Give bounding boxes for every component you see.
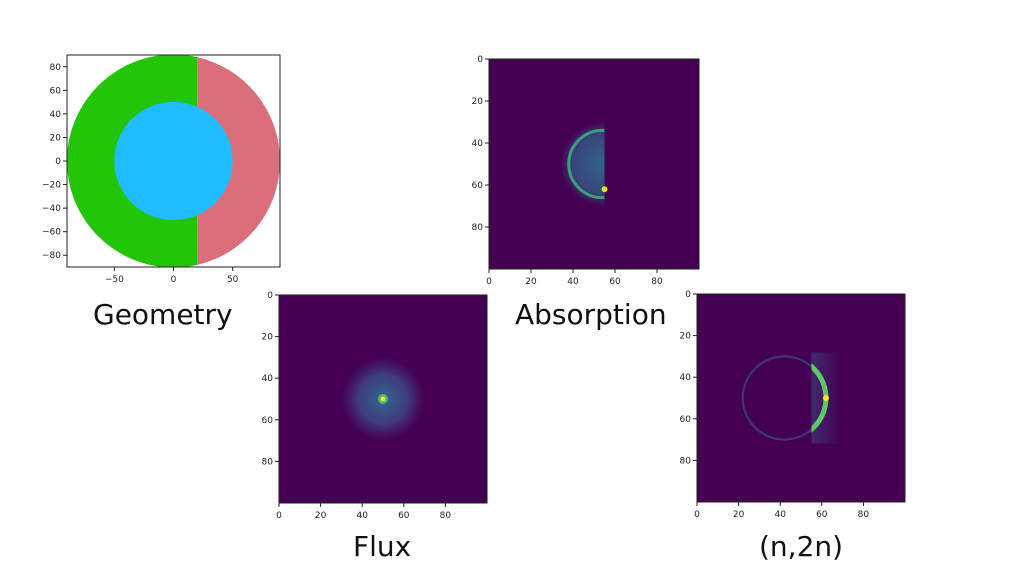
absorption-frame bbox=[488, 58, 700, 270]
x-tick-label: 0 bbox=[486, 277, 492, 287]
x-tick-label: 80 bbox=[440, 511, 452, 521]
x-tick-label: 40 bbox=[356, 511, 368, 521]
n2n-caption: (n,2n) bbox=[759, 530, 844, 563]
x-tick-label: 60 bbox=[816, 510, 828, 520]
x-tick-label: 40 bbox=[774, 510, 786, 520]
absorption-caption: Absorption bbox=[515, 298, 667, 331]
x-tick-label: 80 bbox=[651, 277, 663, 287]
absorption-hotspot bbox=[601, 186, 608, 193]
y-tick-label: 40 bbox=[472, 139, 484, 149]
x-tick-label: 20 bbox=[315, 511, 327, 521]
y-tick-label: 0 bbox=[55, 157, 61, 167]
x-tick-label: 0 bbox=[171, 275, 177, 285]
n2n-peak bbox=[822, 395, 829, 401]
y-tick-label: 0 bbox=[685, 290, 691, 300]
geometry-caption: Geometry bbox=[93, 298, 233, 331]
x-tick-label: 50 bbox=[227, 275, 239, 285]
y-tick-label: 40 bbox=[50, 110, 62, 120]
y-tick-label: −20 bbox=[42, 181, 61, 191]
x-tick-label: 80 bbox=[858, 510, 870, 520]
y-tick-label: 20 bbox=[262, 333, 274, 343]
y-tick-label: 20 bbox=[680, 332, 692, 342]
geometry-inner-region bbox=[114, 101, 233, 221]
y-tick-label: −80 bbox=[42, 251, 61, 261]
geometry-outer-right-region bbox=[197, 57, 280, 265]
y-tick-label: 0 bbox=[267, 291, 273, 301]
x-tick-label: −50 bbox=[105, 275, 124, 285]
n2n-frame bbox=[696, 293, 906, 503]
x-tick-label: 20 bbox=[733, 510, 745, 520]
y-tick-label: 60 bbox=[680, 415, 692, 425]
y-tick-label: 80 bbox=[50, 63, 62, 73]
y-tick-label: −60 bbox=[42, 228, 61, 238]
y-tick-label: 60 bbox=[472, 181, 484, 191]
y-tick-label: 0 bbox=[477, 55, 483, 65]
y-tick-label: 80 bbox=[680, 456, 692, 466]
x-tick-label: 60 bbox=[398, 511, 410, 521]
x-tick-label: 60 bbox=[609, 277, 621, 287]
x-tick-label: 20 bbox=[525, 277, 537, 287]
n2n-background bbox=[697, 294, 905, 502]
y-tick-label: 80 bbox=[472, 223, 484, 233]
y-tick-label: 60 bbox=[262, 416, 274, 426]
y-tick-label: 40 bbox=[262, 374, 274, 384]
y-tick-label: 80 bbox=[262, 457, 274, 467]
x-tick-label: 40 bbox=[567, 277, 579, 287]
n2n-faint-ring bbox=[741, 355, 812, 441]
absorption-blob bbox=[560, 122, 605, 206]
y-tick-label: 20 bbox=[50, 133, 62, 143]
absorption-ring bbox=[567, 128, 605, 200]
flux-frame bbox=[278, 294, 488, 504]
y-tick-label: −40 bbox=[42, 204, 61, 214]
x-tick-label: 0 bbox=[276, 511, 282, 521]
y-tick-label: 60 bbox=[50, 86, 62, 96]
x-tick-label: 0 bbox=[694, 510, 700, 520]
flux-caption: Flux bbox=[353, 530, 412, 563]
y-tick-label: 40 bbox=[680, 373, 692, 383]
flux-hotspot bbox=[380, 396, 386, 402]
y-tick-label: 20 bbox=[472, 97, 484, 107]
